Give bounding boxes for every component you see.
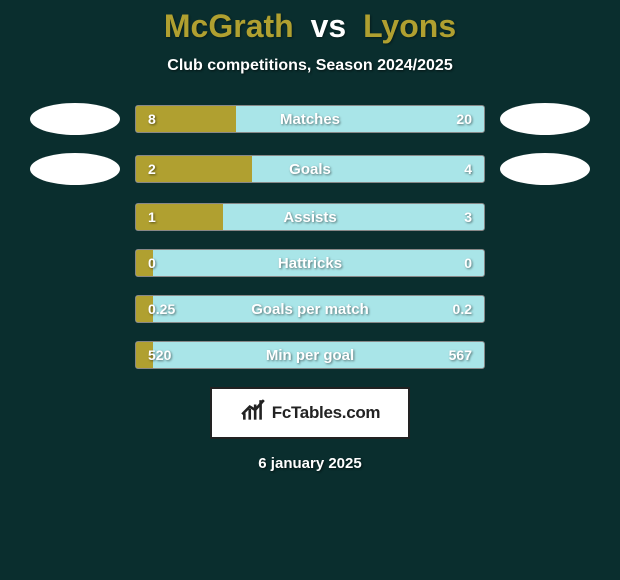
stats-rows: 820Matches 24Goals 13Assists 00Hattricks 0.2… [0,103,620,369]
page-title: McGrath vs Lyons [0,8,620,45]
club-badge-slot-right [495,103,595,135]
stat-bar-fill [136,250,153,276]
club-badge-right [500,103,590,135]
player2-name: Lyons [363,8,456,44]
stat-row: 13Assists [0,203,620,231]
stat-bar-fill [136,204,223,230]
subtitle: Club competitions, Season 2024/2025 [0,57,620,75]
club-badge-slot-right [495,153,595,185]
stat-bar: 820Matches [135,105,485,133]
stat-row: 00Hattricks [0,249,620,277]
club-badge-slot-left [25,153,125,185]
club-badge-slot-left [25,103,125,135]
date: 6 january 2025 [0,455,620,472]
stat-bar: 00Hattricks [135,249,485,277]
stat-row: 520567Min per goal [0,341,620,369]
club-badge-right [500,153,590,185]
stat-value-right: 0 [464,250,472,276]
stat-bar-fill [136,342,153,368]
player1-name: McGrath [164,8,294,44]
bar-chart-icon [240,398,266,429]
stat-row: 24Goals [0,153,620,185]
stat-value-right: 0.2 [453,296,472,322]
stat-row: 0.250.2Goals per match [0,295,620,323]
stat-bar: 520567Min per goal [135,341,485,369]
stat-value-right: 567 [449,342,472,368]
stat-bar-fill [136,106,236,132]
stat-label: Goals per match [136,296,484,322]
stat-value-right: 4 [464,156,472,182]
footer-logo-text: FcTables.com [272,403,381,423]
title-vs: vs [311,8,347,44]
stat-bar: 13Assists [135,203,485,231]
comparison-card: McGrath vs Lyons Club competitions, Seas… [0,0,620,580]
stat-bar: 24Goals [135,155,485,183]
club-badge-left [30,103,120,135]
stat-label: Min per goal [136,342,484,368]
stat-bar: 0.250.2Goals per match [135,295,485,323]
stat-bar-fill [136,156,252,182]
stat-row: 820Matches [0,103,620,135]
footer-logo: FcTables.com [210,387,410,439]
stat-label: Hattricks [136,250,484,276]
stat-bar-fill [136,296,153,322]
stat-value-right: 3 [464,204,472,230]
club-badge-left [30,153,120,185]
stat-value-right: 20 [456,106,472,132]
